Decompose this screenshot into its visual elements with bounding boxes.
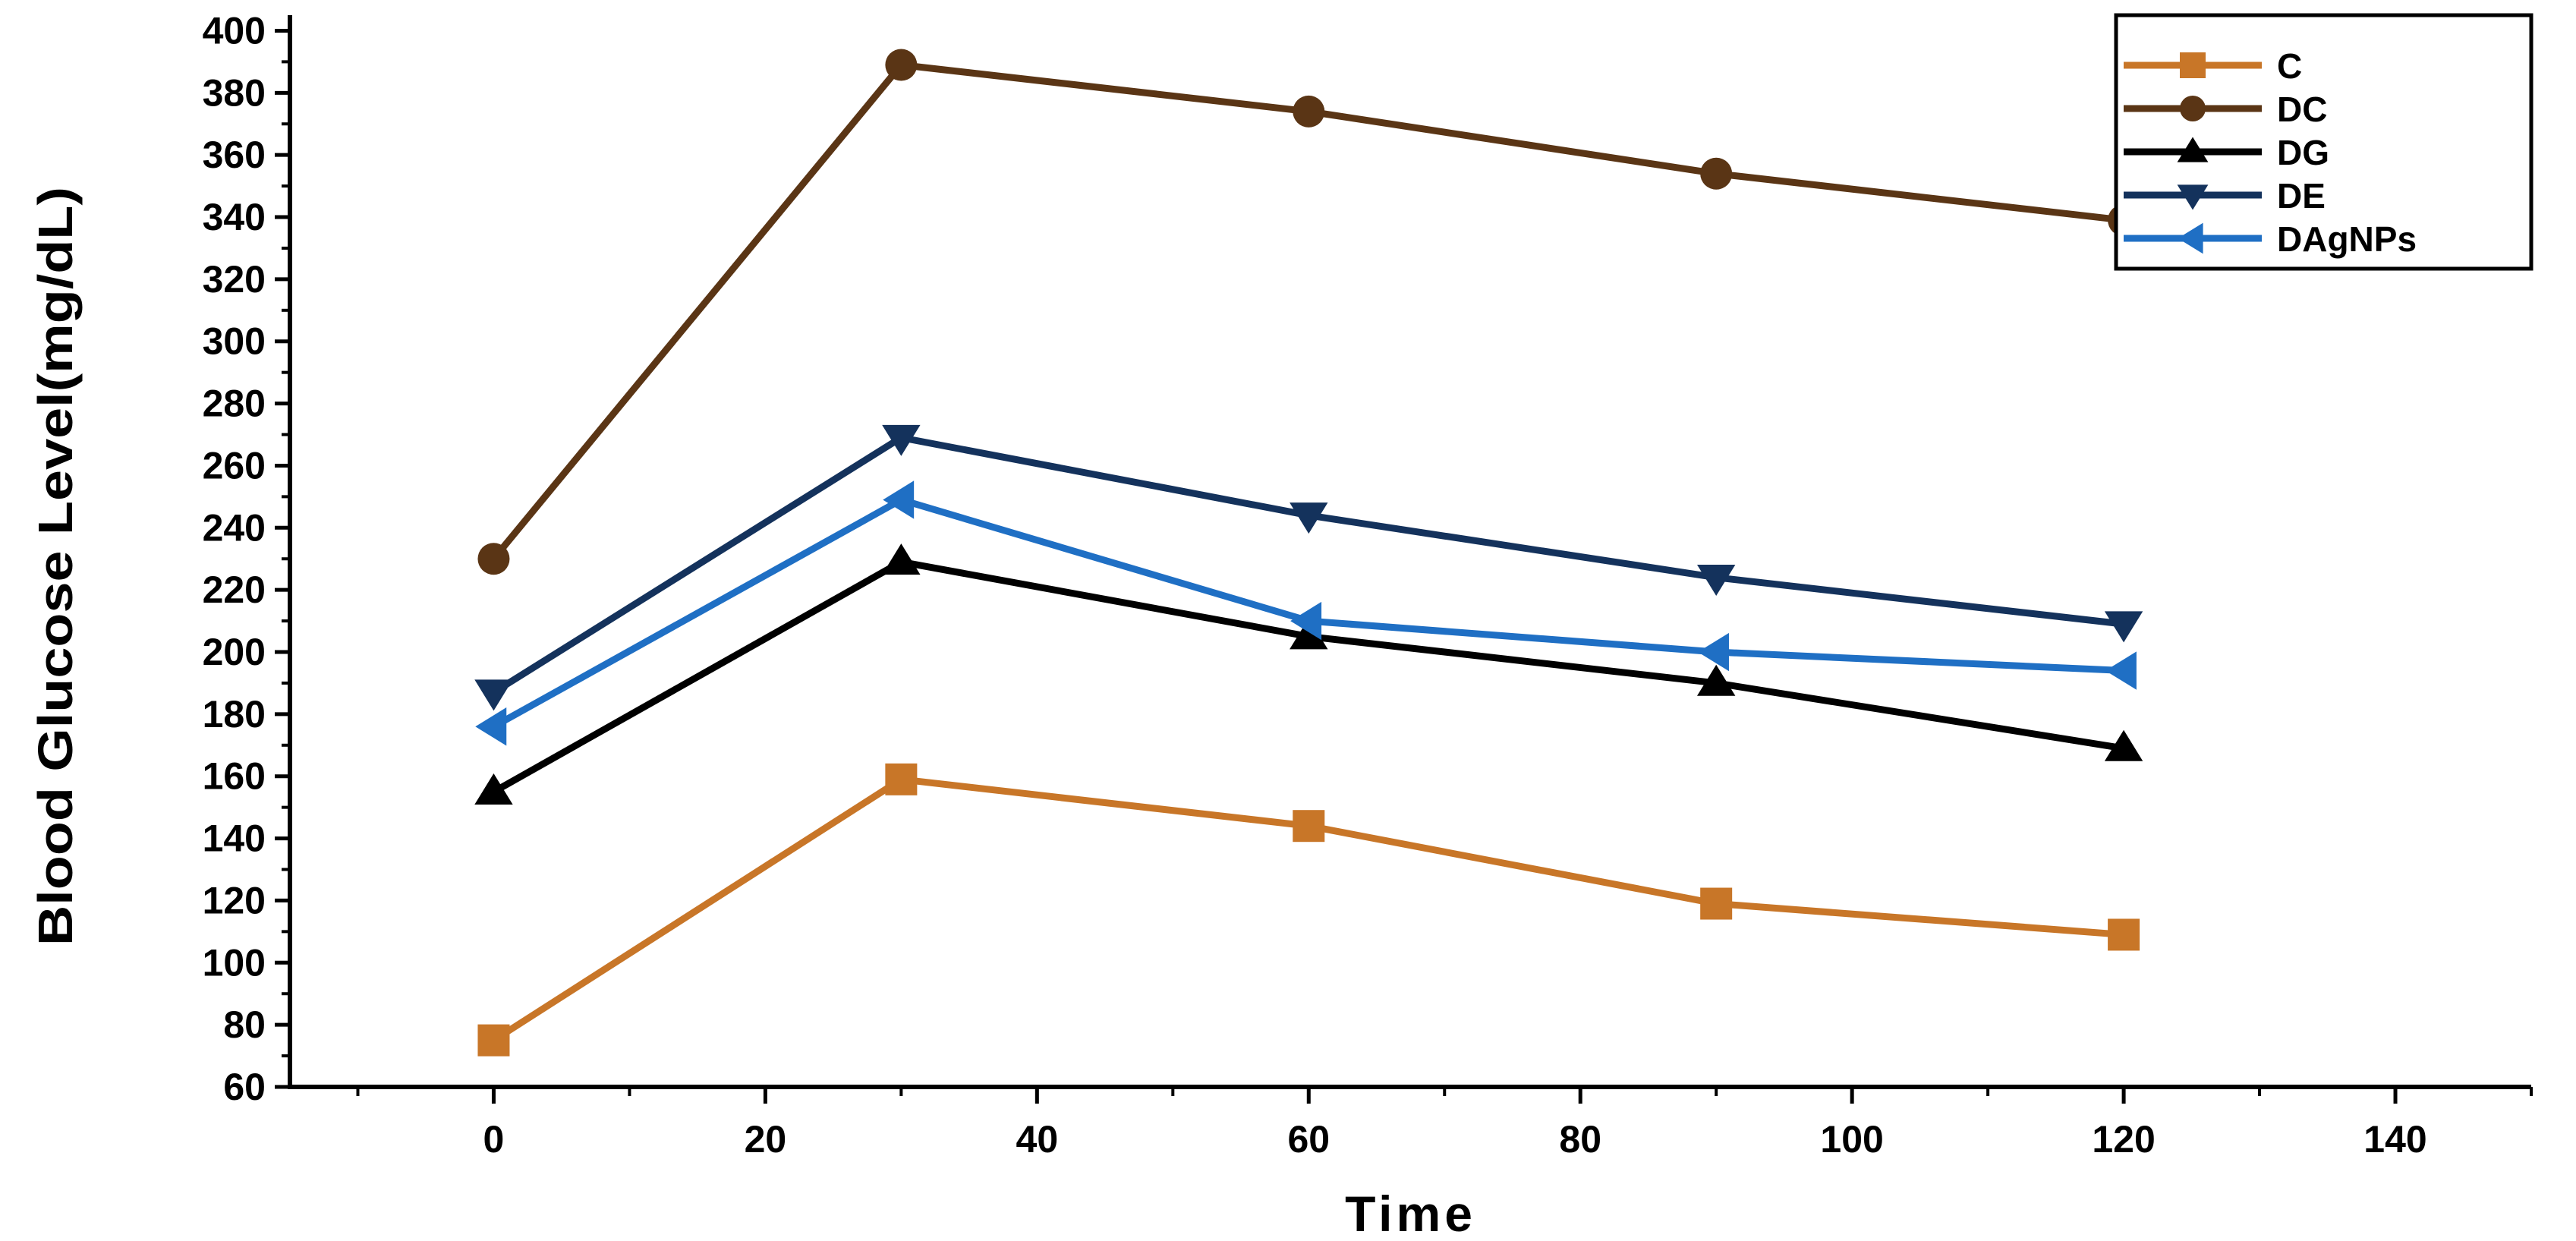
x-tick-label: 100 — [1820, 1118, 1883, 1161]
series-dg — [474, 543, 2143, 805]
data-point — [474, 679, 513, 711]
y-axis-title: Blood Glucose Level(mg/dL) — [28, 187, 83, 946]
data-point — [1698, 632, 1729, 672]
legend-label: DAgNPs — [2277, 219, 2417, 259]
y-tick-label: 60 — [223, 1066, 266, 1108]
x-tick-label: 20 — [745, 1118, 787, 1161]
legend-item: DE — [2124, 176, 2326, 216]
y-tick-label: 160 — [203, 755, 266, 798]
series-de — [474, 424, 2143, 711]
series-dc — [477, 49, 2140, 575]
y-tick-label: 340 — [203, 196, 266, 238]
x-tick-label: 40 — [1016, 1118, 1059, 1161]
legend-label: DE — [2277, 176, 2326, 216]
series-line — [490, 61, 2124, 562]
data-point — [1293, 95, 1325, 128]
y-tick-label: 240 — [203, 506, 266, 549]
x-tick-label: 120 — [2092, 1118, 2155, 1161]
data-point — [1293, 810, 1325, 843]
y-tick-label: 180 — [203, 693, 266, 735]
series-c — [477, 763, 2140, 1057]
legend-item: C — [2124, 46, 2302, 86]
data-point — [1700, 887, 1733, 920]
data-point — [1700, 157, 1733, 190]
legend-item: DC — [2124, 90, 2327, 129]
data-point — [882, 543, 921, 575]
x-tick-label: 140 — [2363, 1118, 2426, 1161]
y-tick-label: 120 — [203, 879, 266, 921]
axes: 6080100120140160180200220240260280300320… — [203, 9, 2533, 1161]
legend-label: C — [2277, 46, 2302, 86]
data-point — [2104, 729, 2143, 761]
data-point — [475, 707, 507, 746]
x-tick-label: 60 — [1287, 1118, 1330, 1161]
data-point — [477, 543, 510, 575]
series-dagnps — [475, 480, 2137, 746]
data-point — [1696, 664, 1736, 696]
legend-swatch-marker — [2177, 184, 2209, 210]
legend-item: DG — [2124, 133, 2329, 172]
legend-item: DAgNPs — [2124, 219, 2417, 259]
y-tick-label: 360 — [203, 134, 266, 176]
data-point — [2105, 651, 2137, 690]
y-tick-label: 400 — [203, 9, 266, 52]
legend-label: DC — [2277, 90, 2327, 129]
y-tick-label: 140 — [203, 817, 266, 860]
data-point — [2108, 918, 2140, 951]
legend-swatch-marker — [2178, 222, 2203, 254]
x-tick-label: 80 — [1559, 1118, 1601, 1161]
y-tick-label: 380 — [203, 71, 266, 114]
legend-swatch-marker — [2180, 96, 2206, 121]
y-tick-label: 220 — [203, 569, 266, 611]
y-tick-label: 100 — [203, 941, 266, 984]
legend-swatch-marker — [2177, 137, 2209, 162]
x-axis-title: Time — [1345, 1186, 1476, 1241]
y-tick-label: 320 — [203, 258, 266, 301]
data-point — [1290, 618, 1328, 650]
y-tick-label: 260 — [203, 444, 266, 487]
y-tick-label: 200 — [203, 631, 266, 673]
data-point — [885, 763, 918, 795]
data-point — [477, 1024, 510, 1057]
data-point — [474, 773, 513, 805]
data-point — [1696, 564, 1736, 596]
legend-swatch-marker — [2180, 52, 2206, 78]
y-tick-label: 80 — [223, 1003, 266, 1046]
data-point — [885, 49, 918, 81]
data-point — [1290, 502, 1328, 534]
y-tick-label: 300 — [203, 320, 266, 363]
data-point — [1290, 601, 1322, 641]
data-point — [883, 480, 915, 519]
data-point — [2104, 611, 2143, 643]
plot-area — [474, 49, 2143, 1057]
y-tick-label: 280 — [203, 383, 266, 425]
x-tick-label: 0 — [483, 1118, 505, 1161]
data-point — [882, 424, 921, 456]
legend-label: DG — [2277, 133, 2329, 172]
